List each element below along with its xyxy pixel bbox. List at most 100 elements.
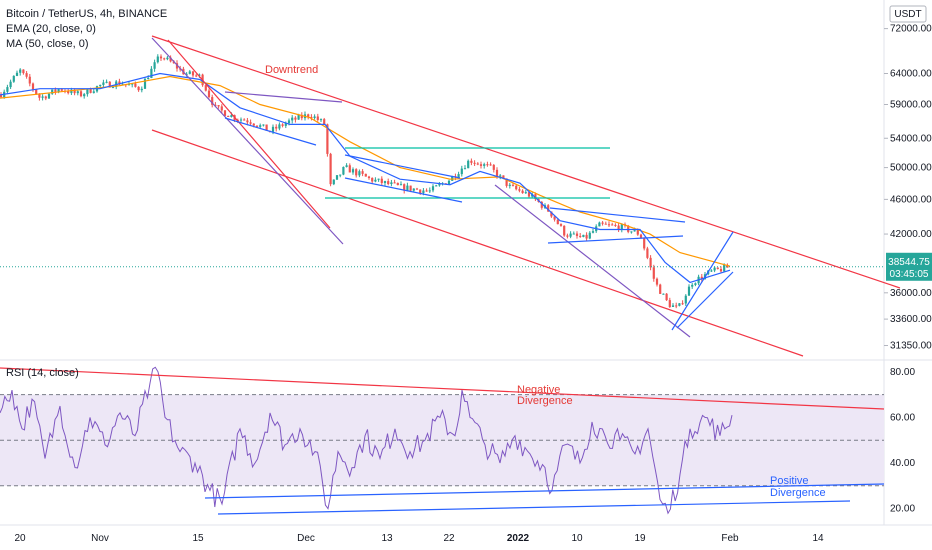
- price-tick-label: 72000.00: [890, 24, 932, 35]
- purple-trend-1[interactable]: [151, 37, 344, 245]
- candle-body: [361, 171, 364, 174]
- last-price-label[interactable]: [886, 252, 932, 281]
- candle-body: [278, 124, 281, 129]
- annotation-pos-div-1[interactable]: Positive: [770, 475, 809, 487]
- legend-ma[interactable]: MA (50, close, 0): [6, 38, 89, 50]
- flag-top-1[interactable]: [224, 91, 343, 103]
- price-pane[interactable]: [0, 54, 884, 309]
- axis-layer[interactable]: 72000.00 64000.00 59000.00 54000.00 50000.00…: [14, 24, 932, 544]
- rsi-line[interactable]: [0, 366, 733, 515]
- candle-body: [505, 178, 508, 186]
- candle-body: [281, 124, 284, 126]
- time-tick-label: 10: [571, 533, 583, 544]
- candle-body: [652, 267, 655, 279]
- candle-body: [367, 176, 371, 178]
- currency-badge[interactable]: [889, 5, 927, 23]
- purple-trend-2[interactable]: [494, 184, 691, 338]
- candle-body: [371, 177, 374, 182]
- channel-up-upper[interactable]: [671, 231, 734, 331]
- candle-body: [345, 165, 348, 167]
- candle-body: [515, 185, 518, 190]
- candle-body: [51, 89, 54, 94]
- legend-rsi[interactable]: RSI (14, close): [6, 367, 79, 379]
- candle-body: [131, 83, 134, 85]
- candle-body: [723, 264, 726, 272]
- candle-body: [291, 117, 294, 121]
- candle-body: [310, 116, 313, 118]
- candle-body: [313, 116, 316, 118]
- candle-body: [153, 62, 156, 69]
- candle-body: [230, 115, 233, 117]
- candle-body: [9, 81, 12, 88]
- candle-body: [300, 114, 303, 119]
- candle-body: [355, 169, 358, 176]
- candle-body: [633, 230, 636, 232]
- drawings-layer[interactable]: [151, 35, 901, 357]
- candle-body: [166, 57, 169, 60]
- candle-body: [348, 165, 351, 173]
- candle-body: [508, 184, 511, 186]
- candle-body: [12, 75, 15, 82]
- rsi-positive-divergence-line-2[interactable]: [217, 500, 851, 515]
- candle-body: [259, 125, 262, 127]
- ma-50-line[interactable]: [0, 75, 731, 267]
- annotation-downtrend[interactable]: Downtrend: [265, 64, 318, 76]
- candle-body: [422, 190, 425, 194]
- time-tick-label: 19: [634, 533, 646, 544]
- candle-body: [243, 119, 246, 121]
- rsi-negative-divergence-line[interactable]: [0, 367, 885, 410]
- candle-body: [713, 267, 716, 271]
- candle-body: [57, 89, 60, 92]
- candle-body: [428, 190, 431, 192]
- annotation-neg-div-1[interactable]: Negative: [517, 384, 560, 396]
- candle-body: [358, 171, 361, 176]
- candle-body: [495, 169, 499, 177]
- candle-body: [255, 125, 259, 127]
- candle-body: [588, 232, 591, 239]
- candle-body: [195, 75, 198, 77]
- candle-body: [607, 224, 611, 226]
- rsi-positive-divergence-line[interactable]: [204, 483, 885, 499]
- candle-body: [579, 235, 582, 237]
- channel-up-lower[interactable]: [676, 271, 734, 329]
- candle-body: [31, 83, 35, 90]
- candle-body: [156, 56, 159, 63]
- annotation-neg-div-2[interactable]: Divergence: [517, 395, 573, 407]
- rsi-pane[interactable]: [0, 366, 885, 515]
- price-tick-label: 50000.00: [890, 163, 932, 174]
- candle-body: [137, 86, 140, 91]
- candle-body: [518, 189, 521, 191]
- flag-bottom-1[interactable]: [224, 117, 317, 146]
- candle-body: [351, 169, 355, 173]
- wedge-bottom[interactable]: [547, 235, 684, 244]
- candle-body: [377, 178, 380, 180]
- flag-top-2[interactable]: [344, 154, 461, 179]
- time-tick-label: 2022: [507, 533, 530, 544]
- price-tick-label: 59000.00: [890, 100, 932, 111]
- candle-body: [188, 71, 191, 74]
- candle-body: [681, 303, 684, 305]
- candle-body: [169, 57, 172, 62]
- wedge-top[interactable]: [549, 207, 686, 223]
- candle-body: [207, 90, 211, 98]
- flag-bottom-2[interactable]: [344, 177, 463, 203]
- candle-body: [6, 87, 9, 92]
- legend-ema[interactable]: EMA (20, close, 0): [6, 23, 96, 35]
- annotation-pos-div-2[interactable]: Divergence: [770, 487, 826, 499]
- time-tick-label: 13: [381, 533, 393, 544]
- candle-body: [211, 97, 214, 105]
- downtrend-upper-line[interactable]: [151, 35, 901, 289]
- candle-body: [252, 123, 255, 126]
- legend-symbol[interactable]: Bitcoin / TetherUS, 4h, BINANCE: [6, 8, 167, 20]
- price-tick-label: 42000.00: [890, 229, 932, 240]
- ema-20-line[interactable]: [0, 72, 731, 284]
- candle-body: [393, 182, 396, 184]
- red-spike-line[interactable]: [167, 39, 331, 229]
- candle-body: [572, 233, 575, 235]
- candle-body: [419, 189, 422, 194]
- candle-body: [262, 124, 265, 126]
- candle-body: [127, 84, 131, 86]
- downtrend-lower-line[interactable]: [151, 129, 804, 357]
